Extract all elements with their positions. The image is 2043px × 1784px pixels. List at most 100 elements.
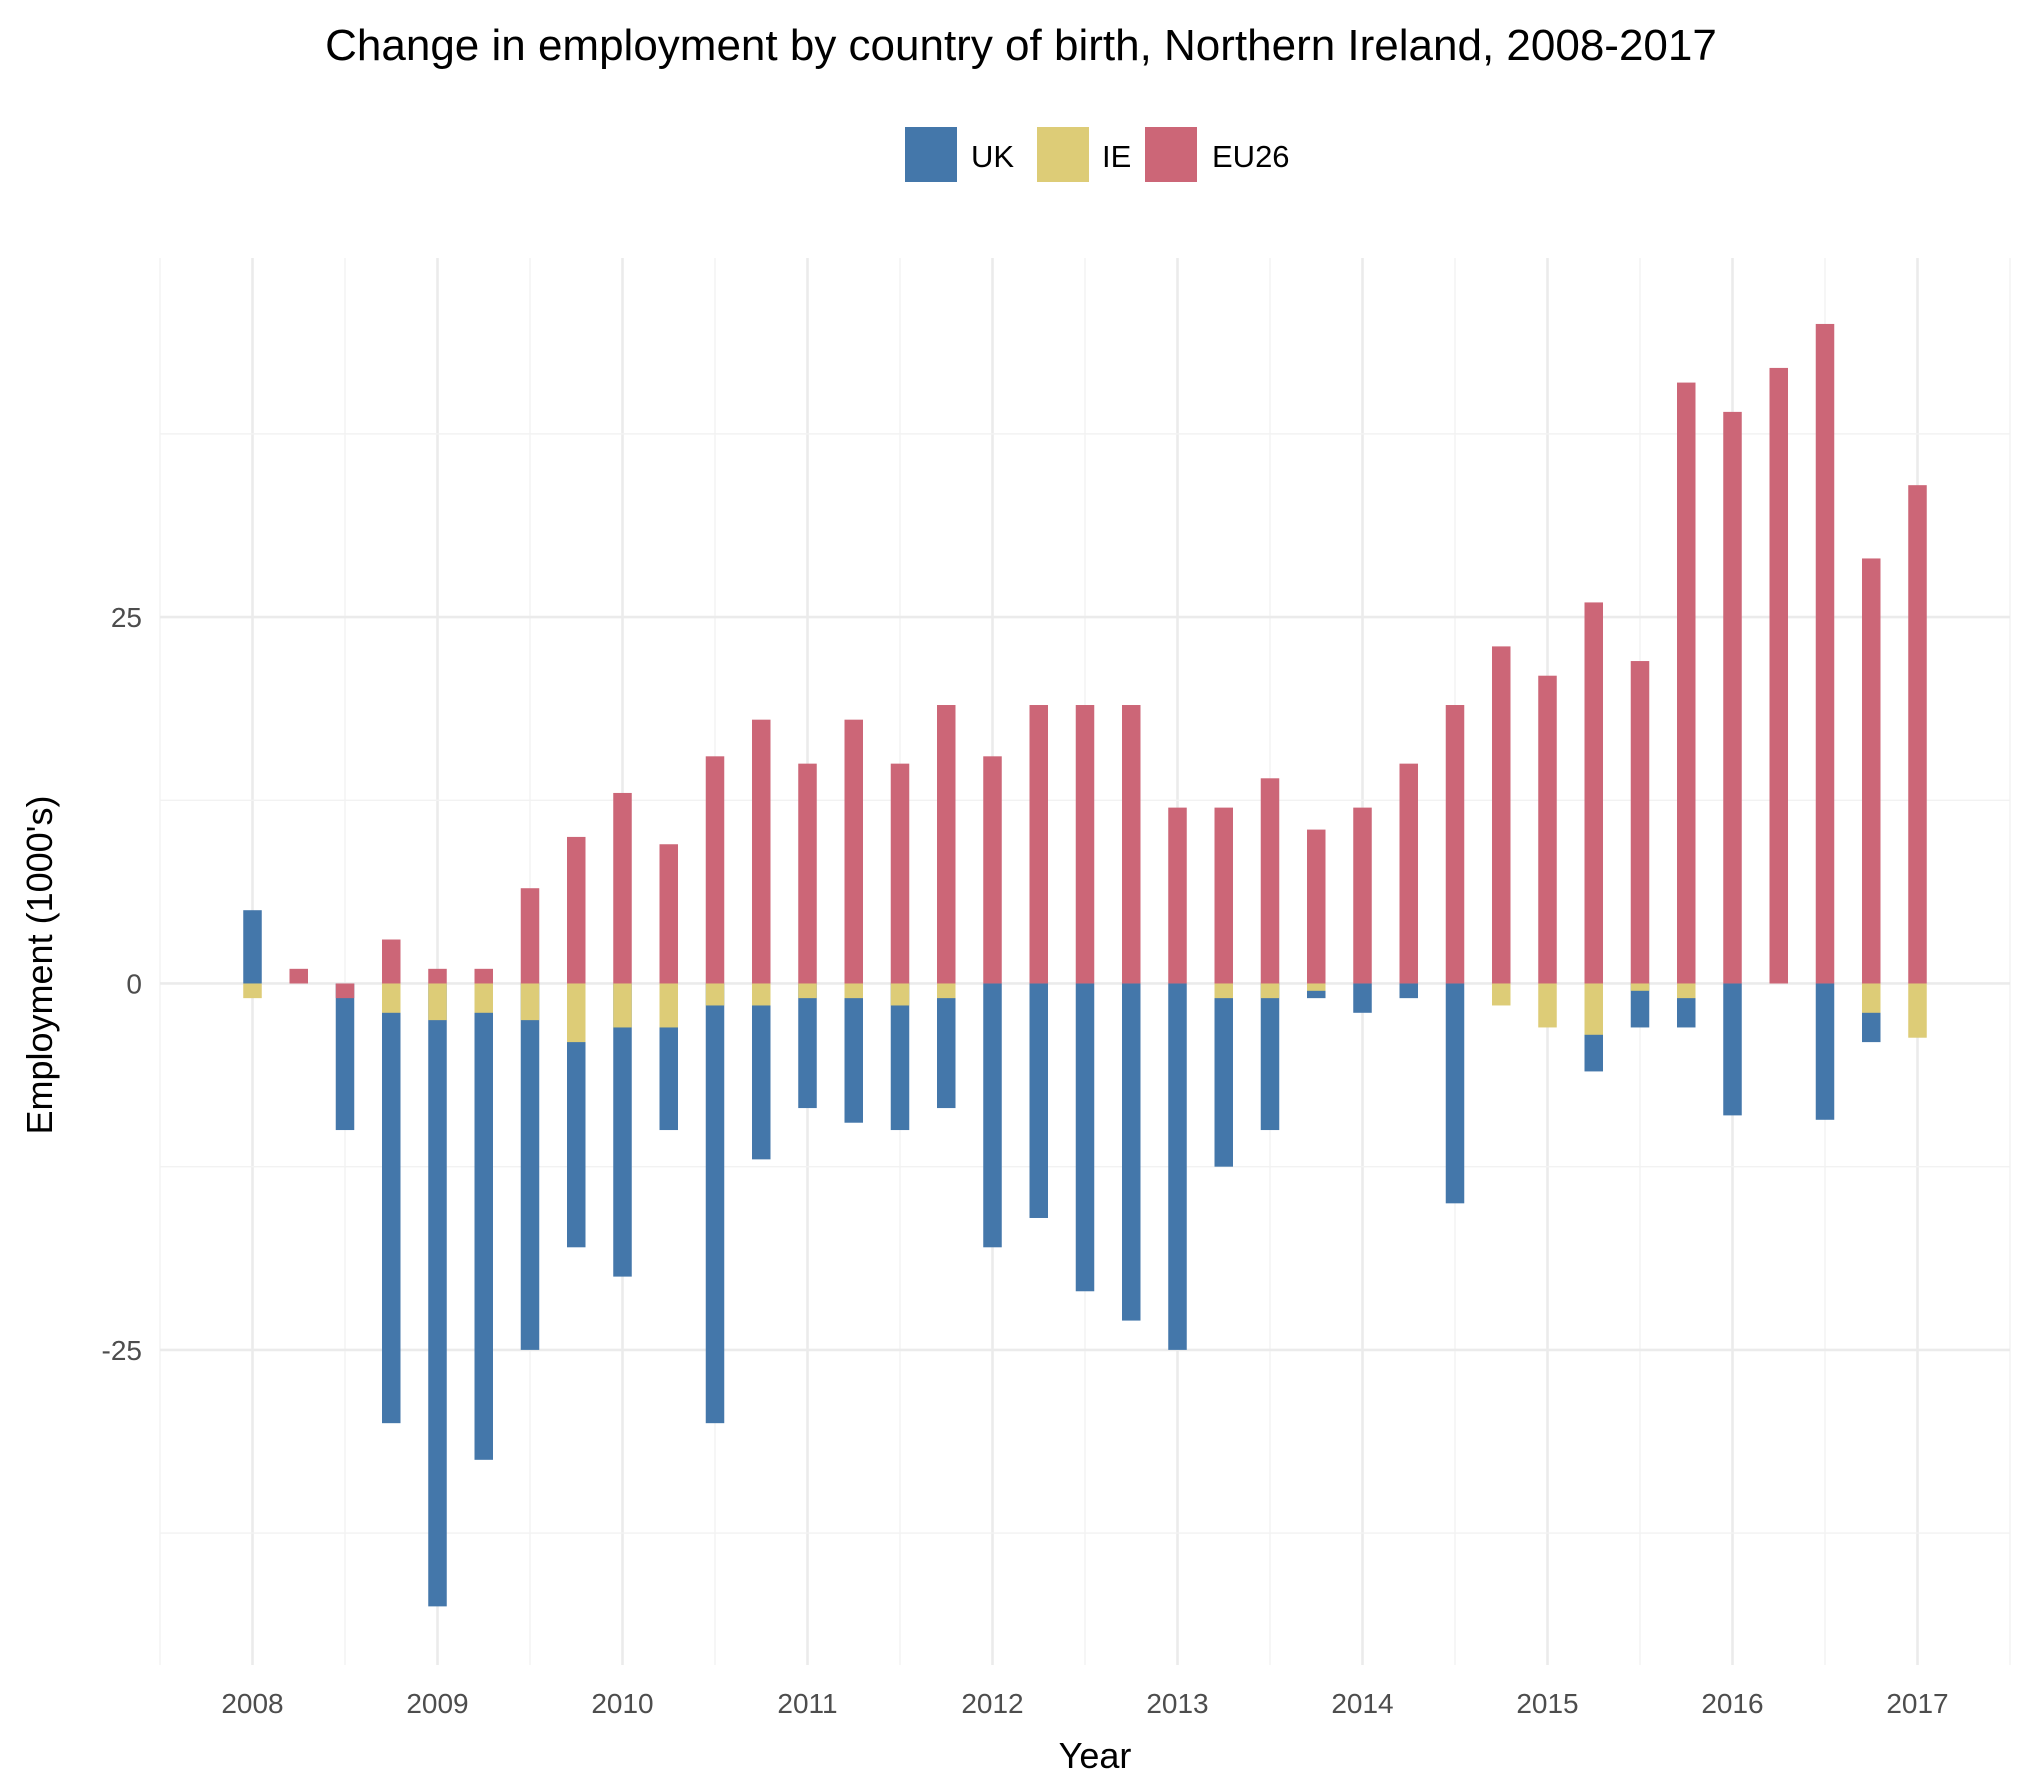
bar-ie <box>428 983 447 1021</box>
bar-ie <box>613 983 632 1028</box>
bar-ie <box>1214 983 1233 999</box>
bar-uk <box>1214 983 1233 1167</box>
bar-ie <box>705 983 725 1006</box>
bar-eu26 <box>937 705 956 984</box>
bar-eu26 <box>752 719 771 984</box>
bar-uk <box>844 983 863 1123</box>
bar-uk <box>1399 983 1418 999</box>
bar-uk <box>1122 983 1141 1321</box>
bar-uk <box>705 983 725 1424</box>
y-axis-tick-labels: -25 0 25 <box>102 602 142 1366</box>
y-tick-label: 25 <box>111 602 142 633</box>
bar-uk <box>1723 983 1742 1116</box>
bar-eu26 <box>659 844 678 984</box>
bar-ie <box>520 983 540 1021</box>
bar-eu26 <box>1260 778 1280 984</box>
bar-eu26 <box>1538 675 1557 984</box>
legend-label-ie: IE <box>1102 139 1131 174</box>
bar-uk <box>1168 983 1187 1350</box>
bar-uk <box>520 983 540 1350</box>
bar-ie <box>1538 983 1557 1028</box>
bar-uk <box>983 983 1002 1248</box>
bar-uk <box>243 910 262 984</box>
bar-eu26 <box>844 719 863 984</box>
bar-ie <box>1260 983 1280 999</box>
bar-eu26 <box>1492 646 1511 984</box>
bar-uk <box>1353 983 1372 1013</box>
bar-eu26 <box>1353 807 1372 984</box>
bar-ie <box>1584 983 1603 1035</box>
bar-eu26 <box>705 756 725 984</box>
bar-ie <box>1630 983 1650 991</box>
bar-ie <box>1862 983 1881 1013</box>
bar-uk <box>1260 983 1280 1131</box>
bar-ie <box>659 983 678 1028</box>
x-tick-label: 2011 <box>777 1688 837 1719</box>
bar-ie <box>844 983 863 999</box>
bar-eu26 <box>613 792 632 984</box>
series-uk <box>243 910 1881 1607</box>
bar-uk <box>428 983 447 1607</box>
bars <box>243 323 1927 1607</box>
legend: UK IE EU26 <box>905 127 1290 182</box>
bar-uk <box>382 983 401 1424</box>
bar-ie <box>752 983 771 1006</box>
bar-uk <box>890 983 910 1131</box>
bar-eu26 <box>1168 807 1187 984</box>
bar-uk <box>1630 983 1650 1028</box>
bar-ie <box>1492 983 1511 1006</box>
bar-uk <box>937 983 956 1109</box>
bar-eu26 <box>1029 705 1048 984</box>
bar-eu26 <box>890 763 910 984</box>
bar-ie <box>1908 983 1927 1038</box>
x-tick-label: 2015 <box>1516 1688 1578 1719</box>
y-tick-label: -25 <box>102 1335 142 1366</box>
bar-eu26 <box>1122 705 1141 984</box>
bar-ie <box>1307 983 1326 991</box>
bar-uk <box>567 983 586 1248</box>
bar-uk <box>1029 983 1048 1218</box>
x-tick-label: 2017 <box>1886 1688 1948 1719</box>
bar-eu26 <box>289 968 308 984</box>
bar-ie <box>474 983 493 1013</box>
y-axis-title: Employment (1000's) <box>19 795 60 1134</box>
bar-ie <box>1677 983 1696 999</box>
bar-eu26 <box>1445 705 1465 984</box>
series-ie <box>243 983 1927 1043</box>
x-axis-tick-labels: 2008 2009 2010 2011 2012 2013 2014 2015 2016 2017 <box>221 1688 1948 1719</box>
bar-eu26 <box>1399 763 1418 984</box>
bar-eu26 <box>1307 829 1326 984</box>
bar-eu26 <box>428 968 447 984</box>
bar-eu26 <box>520 888 540 984</box>
bar-eu26 <box>1769 367 1788 984</box>
bar-eu26 <box>1677 382 1696 984</box>
x-tick-label: 2009 <box>406 1688 468 1719</box>
bar-eu26 <box>1723 411 1742 984</box>
bar-uk <box>752 983 771 1160</box>
x-tick-label: 2010 <box>591 1688 653 1719</box>
bar-eu26 <box>798 763 817 984</box>
bar-ie <box>567 983 586 1043</box>
bar-ie <box>243 983 262 999</box>
chart-title: Change in employment by country of birth… <box>325 21 1717 70</box>
bar-eu26 <box>1584 602 1603 984</box>
bar-eu26 <box>983 756 1002 984</box>
bar-uk <box>613 983 632 1277</box>
legend-item-ie: IE <box>1037 127 1131 182</box>
bar-eu26 <box>1815 323 1835 984</box>
bar-uk <box>1445 983 1465 1204</box>
bar-eu26 <box>474 968 493 984</box>
x-axis-title: Year <box>1059 1735 1132 1776</box>
bar-ie <box>937 983 956 999</box>
bar-eu26 <box>1862 558 1881 984</box>
bar-uk <box>1075 983 1095 1292</box>
x-tick-label: 2008 <box>221 1688 283 1719</box>
bar-eu26 <box>567 836 586 984</box>
bar-ie <box>382 983 401 1013</box>
x-tick-label: 2013 <box>1146 1688 1208 1719</box>
x-tick-label: 2014 <box>1331 1688 1393 1719</box>
legend-swatch-eu26 <box>1145 127 1197 182</box>
bar-uk <box>474 983 493 1460</box>
